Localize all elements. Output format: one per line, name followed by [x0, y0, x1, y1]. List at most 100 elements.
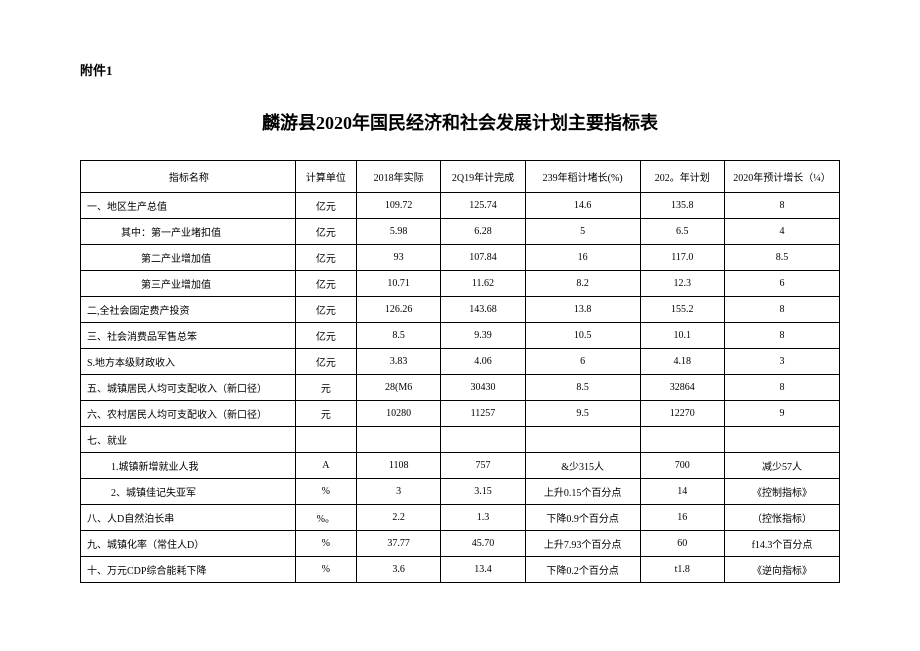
cell-c2: 1.3: [441, 505, 525, 531]
table-row: 第三产业增加值亿元10.7111.628.212.36: [81, 271, 840, 297]
header-expect239: 239年稻计堵长(%): [525, 161, 640, 193]
table-row: 五、城镇居民人均可支配收入（新口径）元28(M6304308.5328648: [81, 375, 840, 401]
cell-c1: 126.26: [357, 297, 441, 323]
cell-name: 一、地区生产总值: [81, 193, 296, 219]
cell-c4: 117.0: [640, 245, 724, 271]
cell-c3: [525, 427, 640, 453]
header-plan202: 202。年计划: [640, 161, 724, 193]
cell-c5: 3: [724, 349, 839, 375]
header-plan2019: 2Q19年计完成: [441, 161, 525, 193]
cell-c5: 《逆向指标》: [724, 557, 839, 583]
cell-c2: 45.70: [441, 531, 525, 557]
cell-c4: 155.2: [640, 297, 724, 323]
table-row: 九、城镇化率（常住人D）%37.7745.70上升7.93个百分点60f14.3…: [81, 531, 840, 557]
cell-c1: 10280: [357, 401, 441, 427]
cell-c2: 11.62: [441, 271, 525, 297]
cell-unit: 亿元: [295, 323, 356, 349]
cell-c4: 16: [640, 505, 724, 531]
table-row: 三、社会消费品军售总笨亿元8.59.3910.510.18: [81, 323, 840, 349]
cell-c4: 32864: [640, 375, 724, 401]
table-row: 第二产业增加值亿元93107.8416117.08.5: [81, 245, 840, 271]
indicator-table: 指标名称 计算单位 2018年实际 2Q19年计完成 239年稻计堵长(%) 2…: [80, 160, 840, 583]
cell-c1: 1108: [357, 453, 441, 479]
cell-c5: 《控制指标》: [724, 479, 839, 505]
cell-c4: 10.1: [640, 323, 724, 349]
cell-c5: 4: [724, 219, 839, 245]
cell-name: 八、人D自然泊长串: [81, 505, 296, 531]
cell-name: 六、农村居民人均可支配收入（新口径）: [81, 401, 296, 427]
cell-c4: 14: [640, 479, 724, 505]
cell-c2: 13.4: [441, 557, 525, 583]
cell-c3: &少315人: [525, 453, 640, 479]
cell-name: 2、城镇佳记失亚军: [81, 479, 296, 505]
cell-c1: 28(M6: [357, 375, 441, 401]
cell-c1: [357, 427, 441, 453]
cell-name: 三、社会消费品军售总笨: [81, 323, 296, 349]
cell-name: 第二产业增加值: [81, 245, 296, 271]
cell-c5: 8.5: [724, 245, 839, 271]
cell-c4: 60: [640, 531, 724, 557]
page-title: 麟游县2020年国民经济和社会发展计划主要指标表: [80, 109, 840, 135]
cell-c5: 减少57人: [724, 453, 839, 479]
cell-c3: 10.5: [525, 323, 640, 349]
cell-c3: 9.5: [525, 401, 640, 427]
cell-c2: 4.06: [441, 349, 525, 375]
cell-c5: 6: [724, 271, 839, 297]
cell-c4: 6.5: [640, 219, 724, 245]
cell-name: 第三产业增加值: [81, 271, 296, 297]
cell-c5: 9: [724, 401, 839, 427]
cell-c3: 8.2: [525, 271, 640, 297]
cell-c1: 3: [357, 479, 441, 505]
cell-c2: 30430: [441, 375, 525, 401]
header-name: 指标名称: [81, 161, 296, 193]
cell-name: 七、就业: [81, 427, 296, 453]
cell-unit: %: [295, 479, 356, 505]
cell-c3: 8.5: [525, 375, 640, 401]
cell-unit: %: [295, 557, 356, 583]
cell-c1: 109.72: [357, 193, 441, 219]
cell-c1: 5.98: [357, 219, 441, 245]
cell-c1: 10.71: [357, 271, 441, 297]
cell-c5: 8: [724, 297, 839, 323]
cell-name: 二,全社会固定费产投资: [81, 297, 296, 323]
cell-c3: 下降0.2个百分点: [525, 557, 640, 583]
cell-unit: A: [295, 453, 356, 479]
cell-c2: [441, 427, 525, 453]
cell-name: 十、万元CDP综合能耗下降: [81, 557, 296, 583]
cell-unit: 亿元: [295, 349, 356, 375]
table-row: 一、地区生产总值亿元109.72125.7414.6135.88: [81, 193, 840, 219]
cell-unit: 元: [295, 401, 356, 427]
cell-c1: 3.6: [357, 557, 441, 583]
cell-c1: 93: [357, 245, 441, 271]
cell-unit: 亿元: [295, 297, 356, 323]
cell-c4: 700: [640, 453, 724, 479]
cell-c2: 757: [441, 453, 525, 479]
cell-c3: 13.8: [525, 297, 640, 323]
cell-unit: %: [295, 531, 356, 557]
cell-c5: [724, 427, 839, 453]
cell-c5: 8: [724, 193, 839, 219]
cell-name: 1.城镇新增就业人我: [81, 453, 296, 479]
cell-c4: 4.18: [640, 349, 724, 375]
cell-c1: 8.5: [357, 323, 441, 349]
header-unit: 计算单位: [295, 161, 356, 193]
cell-c2: 107.84: [441, 245, 525, 271]
cell-c3: 上升7.93个百分点: [525, 531, 640, 557]
cell-unit: 亿元: [295, 193, 356, 219]
cell-c5: 8: [724, 375, 839, 401]
table-row: 二,全社会固定费产投资亿元126.26143.6813.8155.28: [81, 297, 840, 323]
cell-c3: 6: [525, 349, 640, 375]
cell-name: S.地方本级财政收入: [81, 349, 296, 375]
cell-c5: f14.3个百分点: [724, 531, 839, 557]
cell-unit: 亿元: [295, 219, 356, 245]
table-row: 八、人D自然泊长串%。2.21.3下降0.9个百分点16（控怅指标）: [81, 505, 840, 531]
cell-c2: 125.74: [441, 193, 525, 219]
cell-c4: 135.8: [640, 193, 724, 219]
cell-unit: 亿元: [295, 271, 356, 297]
cell-c4: 12270: [640, 401, 724, 427]
cell-c3: 5: [525, 219, 640, 245]
cell-c1: 2.2: [357, 505, 441, 531]
cell-c2: 6.28: [441, 219, 525, 245]
cell-unit: %。: [295, 505, 356, 531]
cell-unit: [295, 427, 356, 453]
